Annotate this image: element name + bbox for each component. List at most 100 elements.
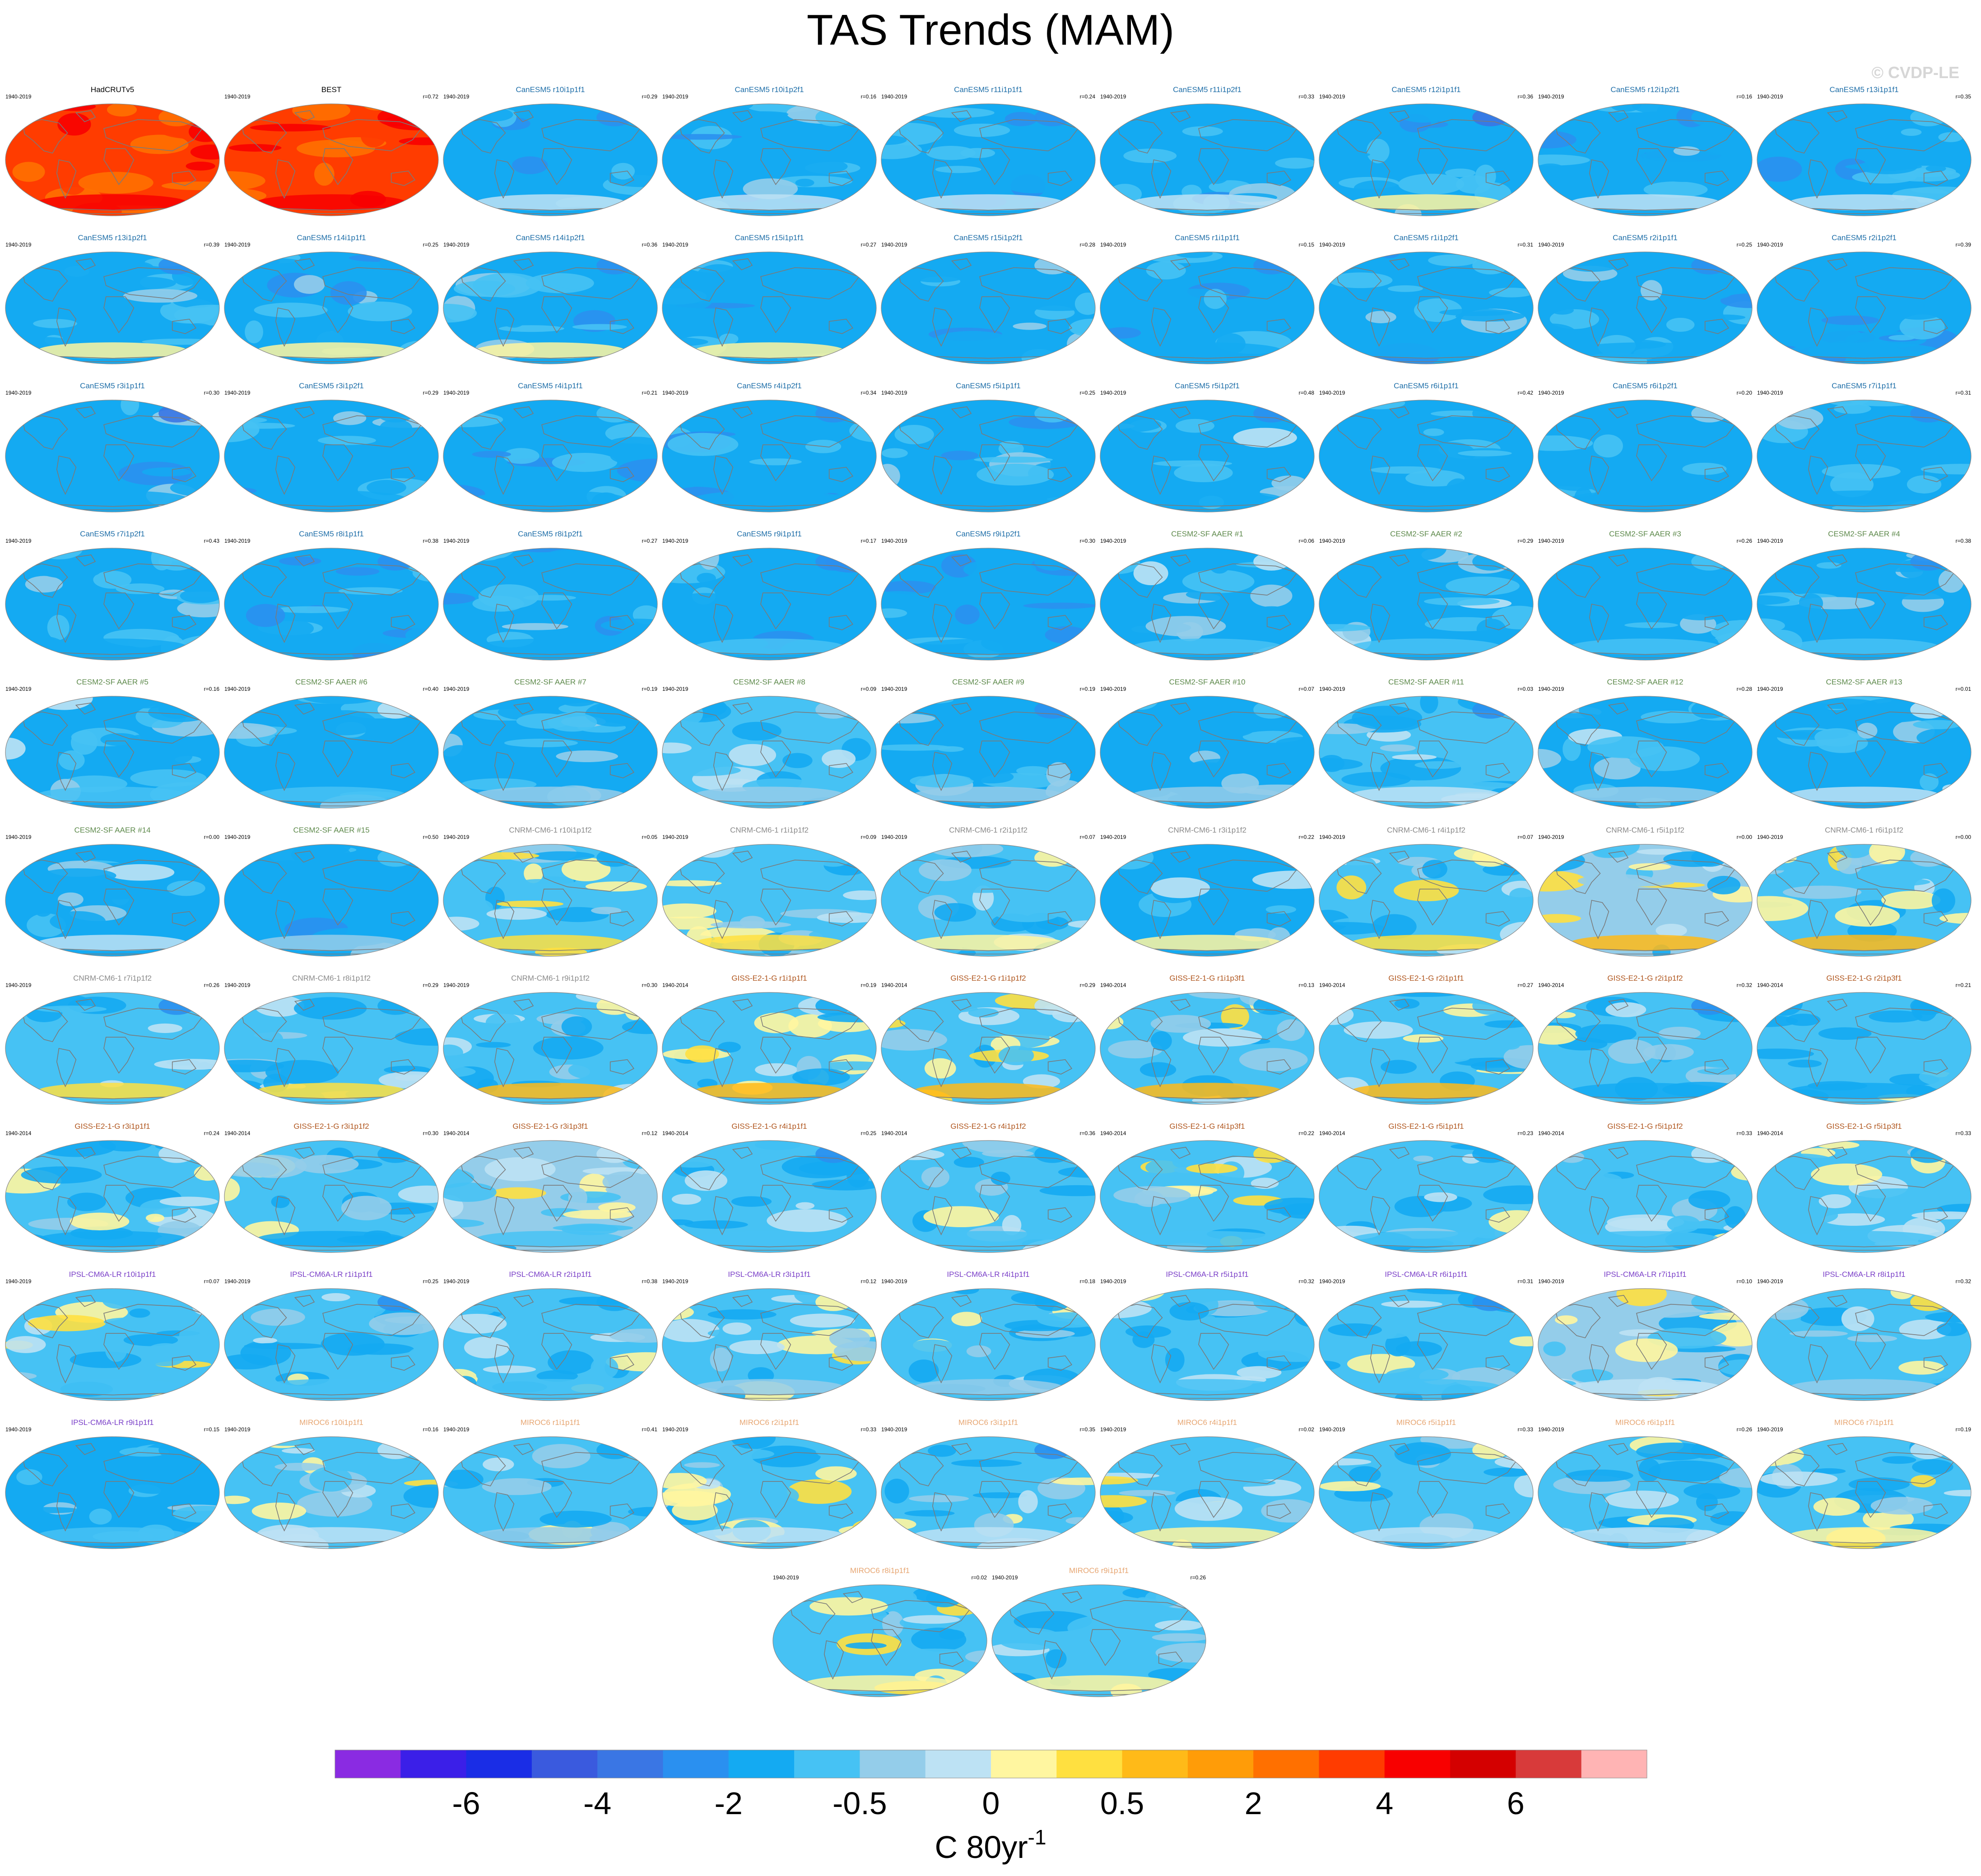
panel-title: GISS-E2-1-G r5i1p1f1 bbox=[1388, 1122, 1464, 1131]
panel-correlation: r=0.31 bbox=[1518, 242, 1534, 248]
coastline bbox=[294, 110, 315, 122]
anomaly-patch bbox=[1250, 584, 1293, 607]
anomaly-patch bbox=[1757, 269, 1779, 279]
anomaly-patch bbox=[1682, 462, 1727, 475]
anomaly-patch bbox=[1907, 475, 1942, 494]
coastline bbox=[1417, 1037, 1448, 1074]
map-frame bbox=[881, 1436, 1096, 1549]
panel-title: GISS-E2-1-G r1i1p1f1 bbox=[731, 974, 807, 982]
anomaly-patch bbox=[5, 1099, 72, 1104]
coastline bbox=[828, 614, 854, 630]
anomaly-patch bbox=[662, 1319, 720, 1342]
anomaly-patch bbox=[1328, 1323, 1382, 1336]
southern-ocean-band bbox=[37, 1527, 187, 1544]
coastline bbox=[828, 1355, 854, 1371]
panel-correlation: r=0.26 bbox=[1737, 538, 1753, 544]
anomaly-patch bbox=[1487, 642, 1533, 653]
watermark: © CVDP-LE bbox=[1871, 63, 1959, 82]
coastline bbox=[1485, 1503, 1511, 1519]
anomaly-patch bbox=[1882, 1456, 1916, 1464]
southern-ocean-band bbox=[475, 1527, 625, 1544]
coastline bbox=[294, 999, 315, 1011]
coastline bbox=[460, 415, 506, 450]
anomaly-patch bbox=[852, 1519, 876, 1536]
anomaly-patch bbox=[443, 1145, 465, 1167]
panel-period: 1940-2019 bbox=[224, 686, 251, 692]
coastline bbox=[1855, 859, 1955, 892]
anomaly-patch bbox=[921, 1167, 950, 1187]
anomaly-patch bbox=[1912, 1459, 1953, 1475]
coastline bbox=[1170, 1295, 1191, 1307]
anomaly-patch bbox=[443, 114, 488, 129]
anomaly-patch bbox=[1767, 1205, 1838, 1226]
anomaly-patch bbox=[1828, 1299, 1902, 1305]
anomaly-patch bbox=[23, 400, 56, 415]
anomaly-patch bbox=[49, 104, 96, 111]
anomaly-patch bbox=[1062, 1386, 1083, 1401]
coastline bbox=[275, 1048, 296, 1088]
coastline bbox=[1855, 415, 1955, 448]
coastline bbox=[56, 900, 77, 940]
map-frame bbox=[5, 251, 220, 364]
coastline bbox=[1808, 159, 1828, 199]
anomaly-patch bbox=[83, 481, 147, 490]
anomaly-patch bbox=[1501, 1042, 1520, 1050]
coastline bbox=[513, 110, 534, 122]
panel-correlation: r=0.07 bbox=[1299, 686, 1315, 692]
colorbar-box bbox=[728, 1750, 795, 1778]
anomaly-patch bbox=[1319, 754, 1345, 772]
anomaly-patch bbox=[90, 132, 144, 138]
anomaly-patch bbox=[753, 265, 790, 282]
coastline bbox=[1636, 889, 1667, 926]
coastline bbox=[22, 1303, 68, 1339]
coastline bbox=[1554, 415, 1601, 450]
anomaly-patch bbox=[224, 188, 267, 203]
panel-title: IPSL-CM6A-LR r5i1p1f1 bbox=[1166, 1270, 1248, 1279]
anomaly-patch bbox=[837, 1242, 876, 1249]
southern-ocean-band bbox=[694, 342, 844, 359]
coastline bbox=[22, 119, 68, 154]
coastline bbox=[172, 1355, 197, 1371]
coastline bbox=[513, 554, 534, 567]
anomaly-patch bbox=[353, 548, 432, 557]
anomaly-patch bbox=[548, 1350, 594, 1374]
anomaly-patch bbox=[1952, 257, 1971, 266]
coastline bbox=[979, 148, 1010, 186]
panel-correlation: r=0.26 bbox=[204, 982, 220, 988]
anomaly-patch bbox=[1169, 1302, 1209, 1321]
panel-period: 1940-2019 bbox=[1100, 93, 1126, 100]
anomaly-patch bbox=[1018, 1490, 1038, 1513]
anomaly-patch bbox=[1543, 1341, 1566, 1356]
anomaly-patch bbox=[554, 581, 620, 596]
map-frame bbox=[5, 400, 220, 512]
map-frame bbox=[224, 103, 439, 216]
anomaly-patch bbox=[1765, 498, 1800, 507]
panel-title: CanESM5 r4i1p1f1 bbox=[518, 382, 583, 390]
anomaly-patch bbox=[1224, 305, 1274, 331]
coastline bbox=[932, 456, 953, 495]
map-frame bbox=[1319, 251, 1534, 364]
coastline bbox=[713, 604, 734, 643]
anomaly-patch bbox=[1106, 845, 1154, 870]
anomaly-patch bbox=[894, 1648, 976, 1660]
anomaly-patch bbox=[1260, 1141, 1314, 1152]
anomaly-patch bbox=[443, 1470, 484, 1489]
anomaly-patch bbox=[1757, 494, 1780, 512]
coastline bbox=[1773, 859, 1820, 894]
panel-title: GISS-E2-1-G r1i1p1f2 bbox=[950, 974, 1026, 982]
anomaly-patch bbox=[662, 463, 713, 489]
anomaly-patch bbox=[881, 1081, 908, 1091]
coastline bbox=[1608, 258, 1629, 270]
anomaly-patch bbox=[953, 1157, 984, 1168]
anomaly-patch bbox=[1507, 1388, 1533, 1401]
coastline bbox=[541, 1185, 572, 1222]
anomaly-patch bbox=[928, 1444, 956, 1457]
coastline bbox=[1485, 318, 1511, 334]
anomaly-patch bbox=[953, 123, 1010, 137]
coastline bbox=[1335, 1303, 1382, 1339]
coastline bbox=[1827, 1443, 1848, 1455]
